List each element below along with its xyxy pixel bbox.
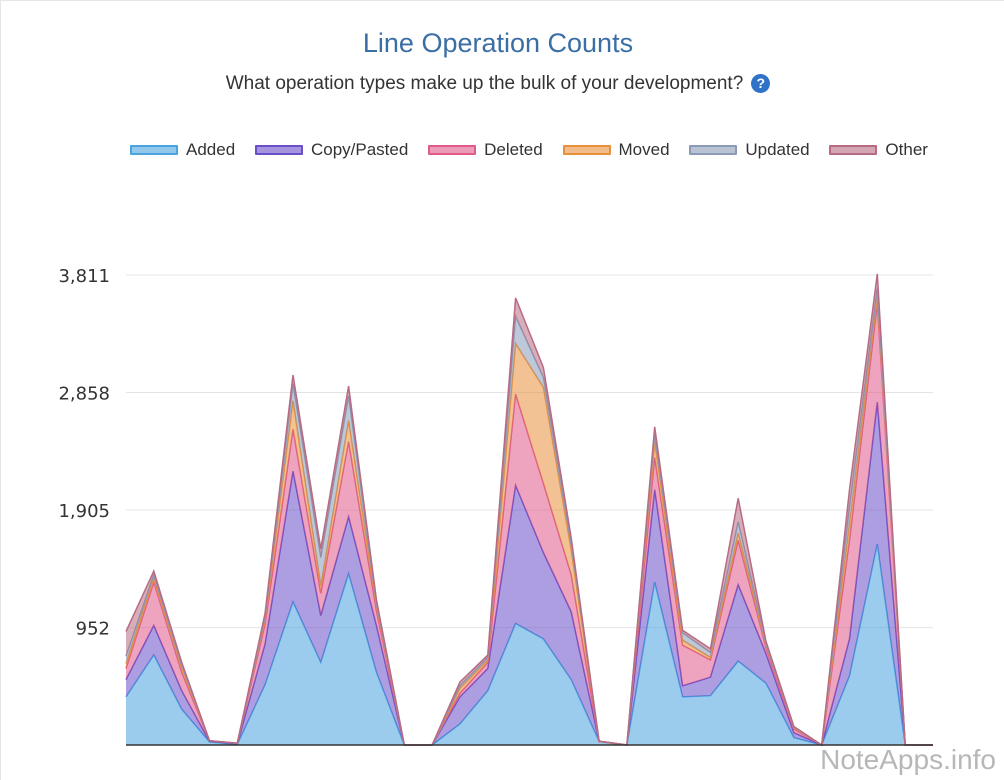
legend-label-deleted: Deleted (484, 140, 543, 159)
subtitle-text: What operation types make up the bulk of… (225, 73, 744, 94)
y-tick-label: 3,811 (58, 266, 110, 287)
legend-swatch-updated (689, 145, 738, 155)
legend-item-copy-pasted[interactable]: Copy/Pasted (254, 140, 409, 160)
y-tick-label: 1,905 (58, 501, 110, 522)
y-tick-label: 952 (76, 619, 110, 640)
question-circle-icon[interactable]: ? (751, 74, 771, 93)
area-copy-pasted[interactable] (126, 402, 933, 745)
chart-title: Line Operation Counts (362, 28, 634, 58)
legend-item-moved[interactable]: Moved (562, 140, 670, 160)
legend-label-updated: Updated (745, 140, 810, 159)
area-moved[interactable] (126, 296, 933, 745)
legend-item-added[interactable]: Added (130, 140, 235, 160)
legend-swatch-moved (562, 145, 611, 155)
axes: 952 1,905 2,858 3,811 (58, 266, 933, 746)
legend: Added Copy/Pasted Deleted Moved Updated … (130, 140, 928, 160)
legend-label-moved: Moved (618, 140, 670, 159)
line-other (125, 273, 933, 747)
legend-swatch-other (829, 145, 878, 155)
legend-label-copy-pasted: Copy/Pasted (310, 140, 409, 159)
legend-item-other[interactable]: Other (829, 140, 928, 160)
legend-label-added: Added (186, 140, 236, 159)
legend-label-other: Other (885, 140, 928, 159)
y-tick-label: 2,858 (58, 384, 110, 405)
legend-item-updated[interactable]: Updated (689, 140, 810, 160)
legend-swatch-added (130, 145, 178, 155)
legend-swatch-deleted (428, 145, 477, 155)
area-added[interactable] (126, 544, 933, 745)
area-series (125, 273, 933, 747)
legend-item-deleted[interactable]: Deleted (428, 140, 543, 160)
chart-subtitle: What operation types make up the bulk of… (0, 73, 996, 95)
legend-swatch-copy-pasted (254, 145, 303, 155)
watermark: NoteApps.info (820, 744, 996, 775)
